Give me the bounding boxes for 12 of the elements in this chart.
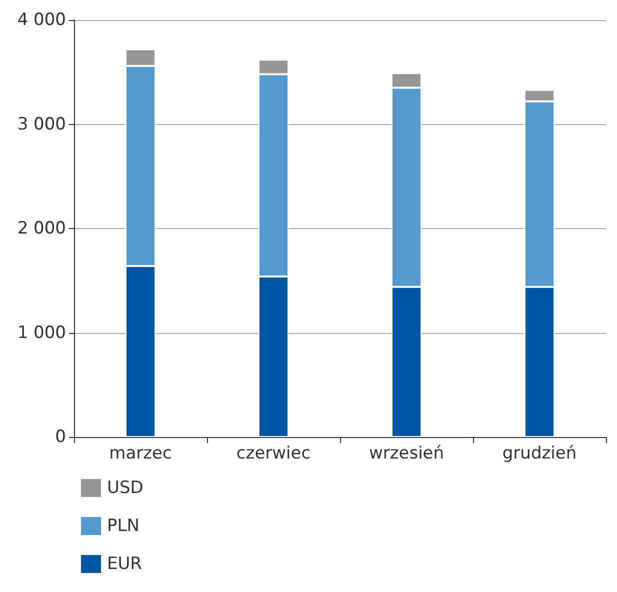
y-tick-label: 0: [55, 427, 66, 447]
y-tick-label: 4 000: [17, 10, 66, 30]
x-tick-label: marzec: [109, 444, 172, 464]
legend-label: EUR: [107, 554, 142, 574]
x-tick-label: wrzesień: [368, 444, 444, 464]
legend-label: PLN: [107, 516, 140, 536]
legend-label: USD: [107, 478, 144, 498]
x-tick-label: grudzień: [502, 444, 577, 464]
y-tick-label: 2 000: [17, 218, 66, 238]
x-tick-label: czerwiec: [236, 444, 311, 464]
y-tick-label: 1 000: [17, 322, 66, 343]
y-tick-label: 3 000: [17, 114, 66, 134]
